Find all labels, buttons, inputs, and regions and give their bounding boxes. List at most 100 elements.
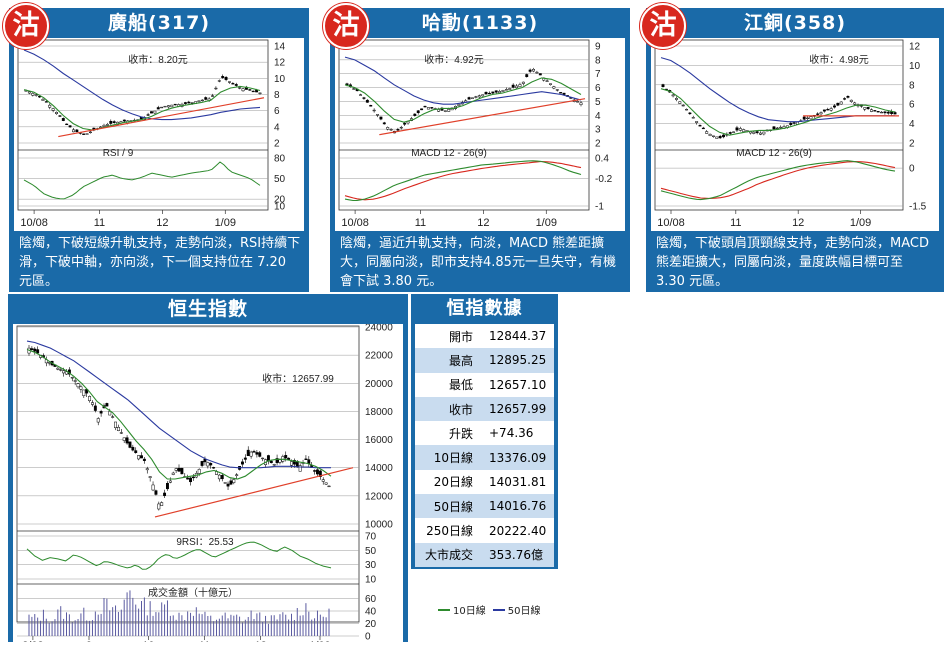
x-tick-label: 11 bbox=[730, 217, 741, 229]
stats-key: 收市 bbox=[415, 396, 481, 422]
candle-body bbox=[109, 121, 113, 124]
candle-body bbox=[779, 126, 783, 129]
candle-body bbox=[886, 111, 890, 114]
candle-body bbox=[457, 104, 461, 106]
candle-body bbox=[447, 109, 451, 112]
candle-body bbox=[234, 84, 238, 86]
candle-body bbox=[251, 90, 255, 93]
candle-body bbox=[55, 111, 58, 115]
candle-body bbox=[41, 99, 45, 101]
x-tick-label: 12 bbox=[156, 217, 168, 229]
candle-body bbox=[386, 127, 390, 130]
candle-body bbox=[119, 432, 123, 434]
y-tick-label: 4 bbox=[595, 111, 601, 122]
stats-key: 開市 bbox=[415, 324, 481, 349]
candle-body bbox=[232, 479, 236, 483]
candle-body bbox=[217, 474, 221, 480]
candle-body bbox=[211, 95, 214, 97]
stats-key: 50日線 bbox=[415, 494, 481, 519]
candle-body bbox=[154, 490, 158, 495]
macd-signal-line bbox=[344, 160, 582, 201]
candle-body bbox=[58, 115, 62, 117]
candle-body bbox=[549, 83, 552, 85]
indicator-tick-label: 50 bbox=[274, 174, 286, 185]
candle-body bbox=[695, 121, 699, 123]
candle-body bbox=[128, 441, 132, 448]
candle-body bbox=[772, 126, 776, 130]
candle-body bbox=[369, 104, 373, 107]
candle-body bbox=[443, 110, 447, 112]
candle-body bbox=[365, 99, 369, 103]
candle-body bbox=[255, 452, 259, 455]
candle-body bbox=[661, 84, 665, 87]
candle-body bbox=[183, 102, 187, 104]
candle-body bbox=[36, 349, 40, 354]
legend: 10日線 50日線 bbox=[438, 602, 540, 617]
candle-body bbox=[163, 105, 167, 108]
ma50-line bbox=[23, 49, 261, 121]
candle-body bbox=[96, 418, 100, 423]
candle-body bbox=[759, 132, 762, 135]
candle-body bbox=[243, 457, 247, 460]
volume-tick-label: 20 bbox=[365, 619, 377, 630]
candle-body bbox=[562, 92, 566, 95]
candle-body bbox=[876, 111, 880, 113]
candle-body bbox=[883, 111, 887, 114]
y-tick-label: 2 bbox=[595, 139, 601, 150]
y-tick-label: 10 bbox=[274, 74, 286, 85]
candle-body bbox=[711, 135, 715, 137]
candle-body bbox=[836, 102, 840, 106]
candle-body bbox=[180, 467, 184, 475]
macd-line bbox=[344, 160, 582, 202]
candle-body bbox=[51, 108, 55, 111]
candle-body bbox=[399, 126, 403, 129]
ma50-line bbox=[344, 56, 582, 105]
candle-body bbox=[197, 100, 201, 102]
candle-body bbox=[775, 127, 779, 130]
candle-body bbox=[241, 88, 245, 92]
stats-title: 恒指數據 bbox=[446, 298, 523, 319]
candle-body bbox=[290, 461, 293, 466]
candle-body bbox=[494, 90, 498, 93]
candle-body bbox=[125, 437, 129, 444]
candle-body bbox=[163, 492, 167, 496]
stats-row: 50日線 14016.76 bbox=[415, 494, 554, 519]
candle-body bbox=[685, 109, 688, 111]
chart-frame bbox=[338, 39, 590, 211]
stats-value: 14031.81 bbox=[481, 469, 554, 495]
candle-body bbox=[275, 458, 279, 464]
candle-body bbox=[187, 101, 191, 104]
candle-body bbox=[525, 74, 529, 78]
candle-body bbox=[226, 483, 230, 487]
stats-value: 12895.25 bbox=[481, 348, 554, 373]
candle-body bbox=[131, 446, 135, 451]
candle-body bbox=[105, 124, 109, 126]
candle-body bbox=[116, 427, 120, 431]
stats-value: 13376.09 bbox=[481, 445, 554, 470]
candle-body bbox=[484, 91, 488, 95]
candle-body bbox=[467, 97, 471, 100]
candle-body bbox=[511, 84, 515, 88]
panel-stock-1: 廣船(317) 2 4 6 8 10 12 14 收市：8.20元 80 50 20 10 RSI / … bbox=[9, 8, 309, 292]
candle-body bbox=[853, 102, 857, 105]
candle-body bbox=[93, 405, 97, 411]
ma10-line bbox=[660, 88, 896, 136]
candle-body bbox=[508, 88, 512, 90]
volume-tick-label: 60 bbox=[365, 594, 377, 605]
volume-label: 成交金額（十億元） bbox=[148, 586, 238, 599]
candle-body bbox=[153, 110, 157, 114]
indicator-tick-label: 80 bbox=[274, 154, 286, 165]
candle-body bbox=[252, 451, 256, 453]
candle-body bbox=[389, 129, 393, 131]
y-tick-label: 3 bbox=[595, 125, 601, 136]
y-tick-label: 20000 bbox=[365, 379, 393, 390]
candle-body bbox=[82, 133, 86, 135]
candle-body bbox=[802, 116, 806, 120]
candle-body bbox=[292, 460, 296, 465]
stats-value: 20222.40 bbox=[481, 518, 554, 543]
ma50-line bbox=[26, 340, 331, 469]
candle-body bbox=[137, 455, 141, 460]
candle-body bbox=[863, 107, 867, 110]
candle-body bbox=[269, 460, 273, 464]
